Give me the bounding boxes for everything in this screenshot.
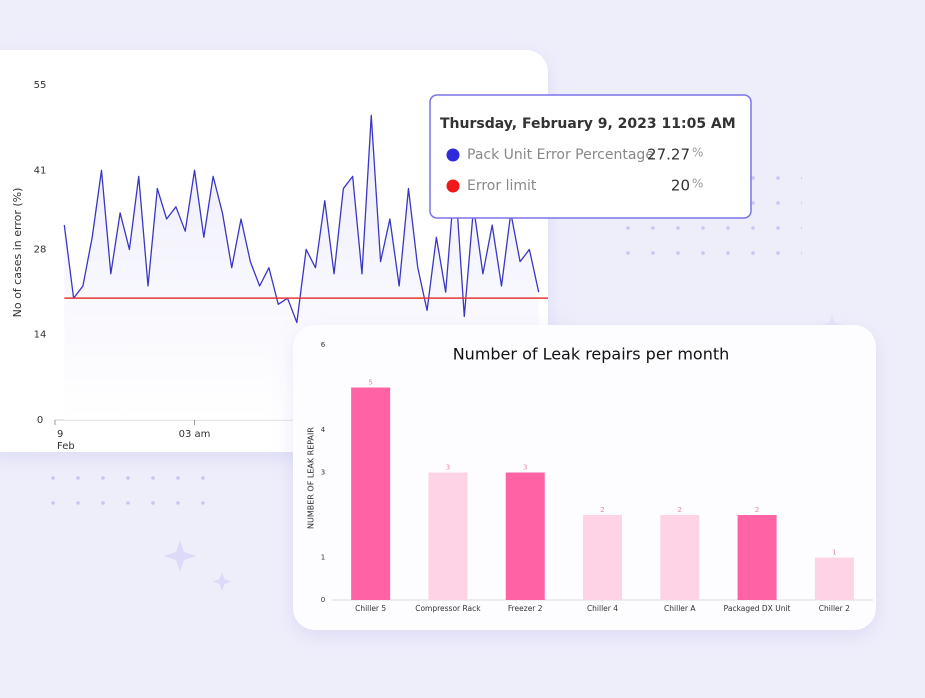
y-tick-label: 0 (321, 596, 325, 604)
tooltip-dot (446, 148, 460, 162)
data-label: 5 (368, 379, 372, 387)
tooltip: Thursday, February 9, 2023 11:05 AM Pack … (429, 94, 752, 219)
x-tick-label: 9 (57, 429, 63, 440)
y-tick-label: 41 (34, 165, 47, 176)
x-tick-label: Chiller 5 (355, 604, 386, 613)
bar (660, 515, 700, 600)
x-tick-label: Compressor Rack (415, 604, 481, 613)
dots-decoration (30, 465, 220, 510)
x-tick-label: Chiller 2 (819, 604, 850, 613)
data-label: 2 (678, 506, 682, 514)
y-tick-label: 55 (34, 80, 47, 91)
data-label: 2 (600, 506, 604, 514)
tooltip-box (429, 94, 752, 219)
x-tick-label: Packaged DX Unit (724, 604, 791, 613)
sparkle (212, 572, 232, 591)
y-tick-label: 1 (321, 554, 325, 562)
y-tick-label: 28 (34, 244, 47, 255)
bar (351, 387, 391, 600)
tooltip-name: Error limit (467, 178, 537, 194)
tooltip-value: 20 (671, 177, 690, 195)
line-series (63, 114, 540, 324)
tooltip-name: Pack Unit Error Percentage (467, 147, 654, 163)
sparkle (821, 314, 843, 335)
tooltip-dot (446, 179, 460, 193)
y-tick-label: 14 (34, 330, 47, 341)
y-axis-label: NUMBER OF LEAK REPAIR (307, 427, 316, 529)
tooltip-unit: % (692, 177, 703, 191)
x-tick-label: Chiller 4 (587, 604, 618, 613)
chart-title: Number of Leak repairs per month (453, 345, 730, 364)
x-tick-label: Freezer 2 (508, 604, 543, 613)
data-label: 2 (755, 506, 759, 514)
y-tick-label: 4 (321, 426, 326, 434)
sparkle (164, 540, 196, 572)
x-tick-label: 03 am (179, 429, 211, 440)
data-label: 1 (832, 549, 836, 557)
x-tick-sublabel: Feb (57, 441, 75, 452)
bar (737, 515, 777, 600)
y-tick-label: 6 (321, 341, 326, 349)
data-label: 3 (446, 464, 450, 472)
bar (428, 472, 468, 600)
x-tick-label: Chiller A (664, 604, 696, 613)
tooltip-value: 27.27 (647, 146, 690, 164)
y-tick-label: 3 (321, 469, 325, 477)
bar (505, 472, 545, 600)
bar (814, 557, 854, 600)
bar-chart: Number of Leak repairs per month NUMBER O… (307, 341, 873, 613)
tooltip-title: Thursday, February 9, 2023 11:05 AM (440, 116, 736, 132)
bar (583, 515, 622, 600)
y-tick-label: 0 (37, 415, 43, 426)
data-label: 3 (523, 464, 527, 472)
y-axis-label: No of cases in error (%) (11, 188, 24, 318)
tooltip-unit: % (692, 146, 703, 160)
